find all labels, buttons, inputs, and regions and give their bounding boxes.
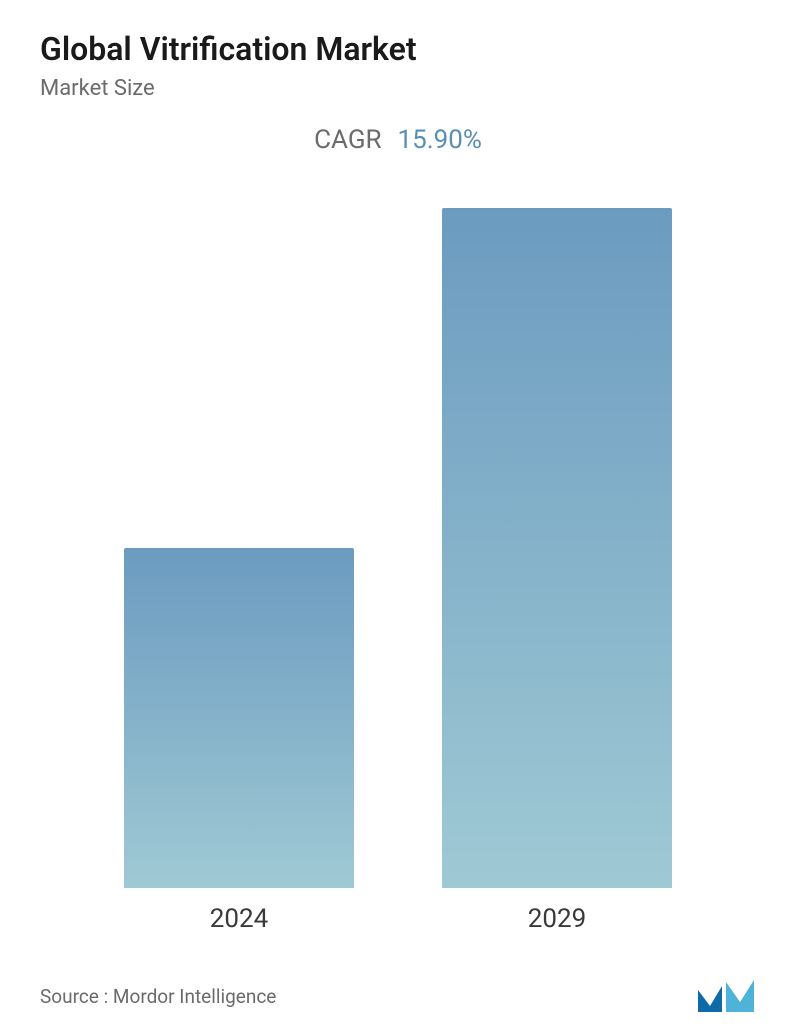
chart-container: Global Vitrification Market Market Size … <box>0 0 796 1034</box>
bar-wrapper-1: 2029 <box>442 195 672 964</box>
cagr-value: 15.90% <box>398 125 482 155</box>
chart-title: Global Vitrification Market <box>40 30 756 68</box>
cagr-label: CAGR <box>314 125 381 155</box>
bar-label-0: 2024 <box>210 904 268 934</box>
footer: Source : Mordor Intelligence <box>40 974 756 1014</box>
brand-logo-icon <box>696 978 756 1014</box>
bar-0 <box>124 548 354 888</box>
bar-label-1: 2029 <box>528 904 586 934</box>
bar-wrapper-0: 2024 <box>124 195 354 964</box>
bar-1 <box>442 208 672 888</box>
chart-area: 2024 2029 <box>40 195 756 964</box>
source-label: Source : Mordor Intelligence <box>40 985 276 1008</box>
cagr-row: CAGR 15.90% <box>40 125 756 155</box>
chart-subtitle: Market Size <box>40 76 756 101</box>
